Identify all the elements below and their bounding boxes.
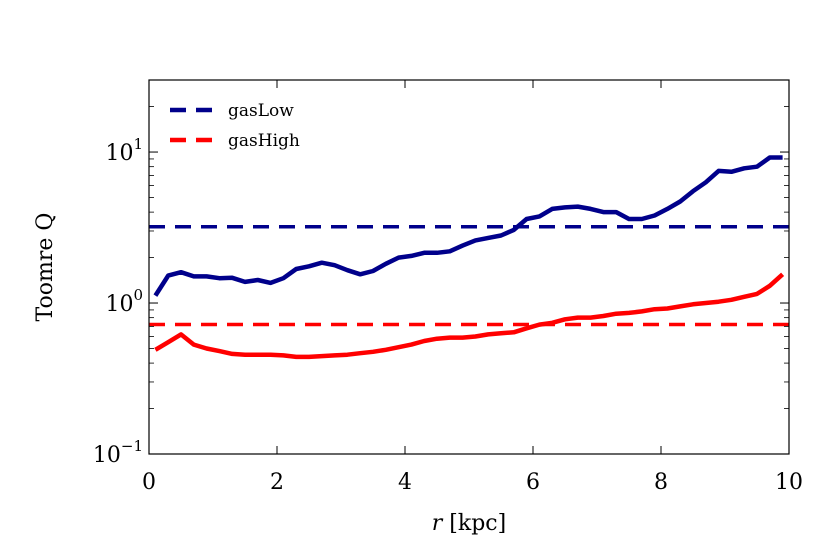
x-axis-label: r [kpc] [432,511,506,536]
legend-label-gaslow: gasLow [228,101,294,121]
series-line-gashigh [154,272,785,360]
y-axis-label: Toomre Q [33,213,58,322]
x-tick-label: 0 [142,470,156,495]
axes: 0 2 4 6 8 10 10−1 100 101 [93,79,803,495]
axes-frame [148,79,790,455]
legend-label-gashigh: gasHigh [228,131,300,151]
series-line-gaslow [153,155,783,297]
x-tick-label: 8 [654,470,668,495]
x-tick-label: 2 [270,470,284,495]
x-tick-label: 10 [775,470,803,495]
plot-area [149,155,789,360]
legend: gasLow gasHigh [170,101,300,151]
x-tick-label: 4 [398,470,412,495]
x-tick-label: 6 [526,470,540,495]
y-tick-label: 100 [105,286,143,317]
y-tick-label: 10−1 [93,437,143,468]
y-tick-label: 101 [105,135,143,166]
